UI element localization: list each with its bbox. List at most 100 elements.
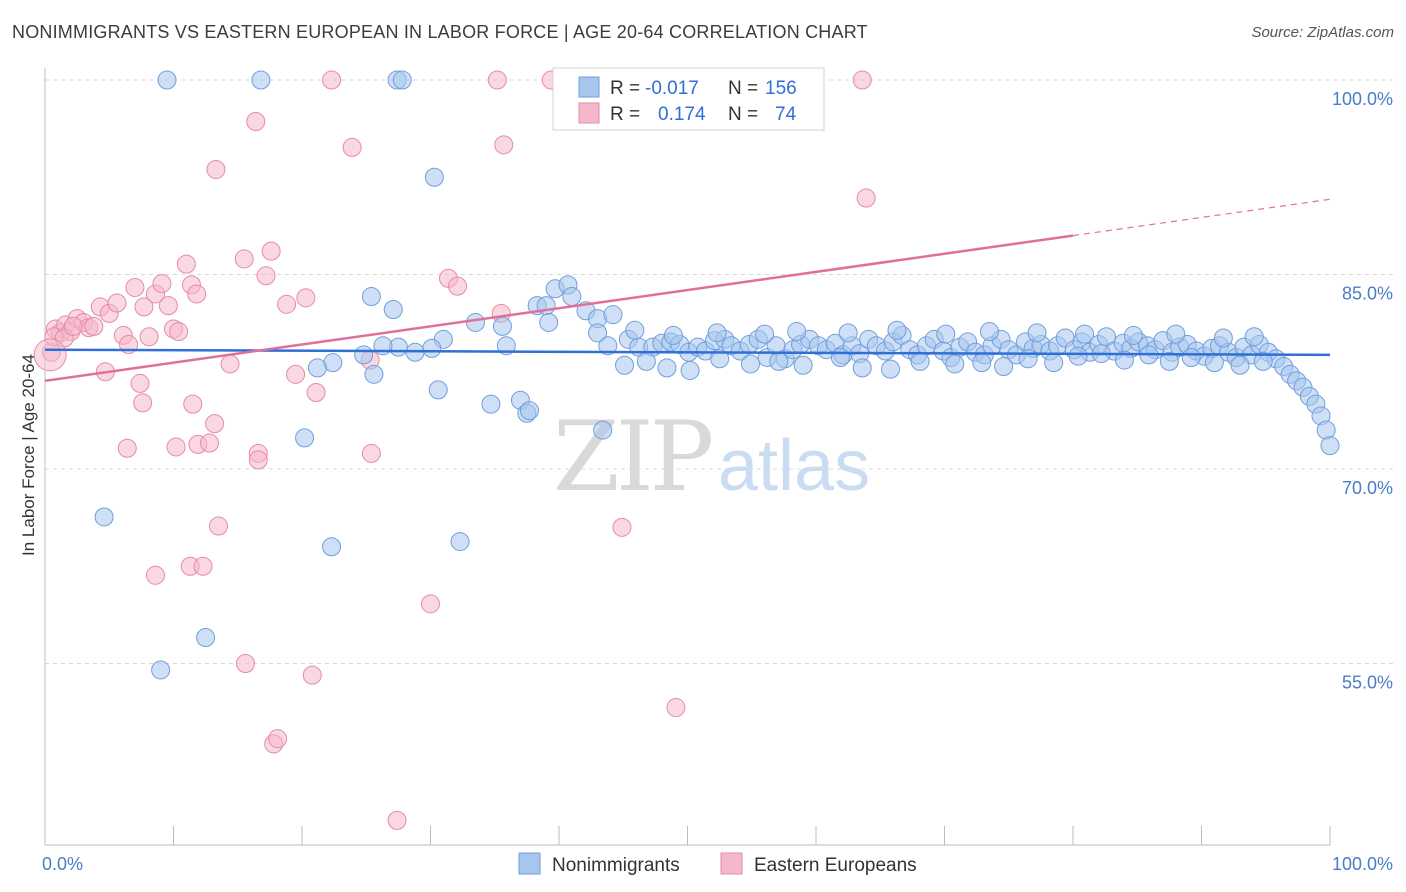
nonimmigrants-point-127 bbox=[1320, 436, 1340, 456]
x-tick-label-min: 0.0% bbox=[42, 854, 83, 874]
grid-lines bbox=[45, 79, 1395, 664]
eastern-europeans-point-43 bbox=[342, 137, 362, 157]
nonimmigrants-point-40 bbox=[598, 336, 618, 356]
legend-n-value-pink: 74 bbox=[775, 104, 797, 125]
eastern-europeans-point-45 bbox=[361, 443, 381, 463]
y-tick-label-1: 70.0% bbox=[1342, 478, 1393, 498]
eastern-europeans-point-11 bbox=[107, 293, 127, 313]
nonimmigrants-point-159 bbox=[787, 322, 807, 342]
eastern-europeans-point-54 bbox=[235, 653, 255, 673]
legend-r-value-pink: 0.174 bbox=[658, 104, 706, 125]
nonimmigrants-point-35 bbox=[322, 537, 342, 557]
eastern-europeans-point-63 bbox=[852, 70, 872, 90]
eastern-europeans-point-48 bbox=[206, 159, 226, 179]
chart-title: NONIMMIGRANTS VS EASTERN EUROPEAN IN LAB… bbox=[12, 22, 868, 42]
legend-swatch-blue bbox=[578, 76, 600, 98]
x-tick-label-max: 100.0% bbox=[1332, 854, 1393, 874]
watermark-zip: ZIP bbox=[553, 401, 712, 513]
legend-swatch-nonimmigrants bbox=[518, 852, 541, 875]
nonimmigrants-point-134 bbox=[769, 351, 789, 371]
y-axis-title: In Labor Force | Age 20-64 bbox=[19, 354, 38, 556]
nonimmigrants-point-144 bbox=[1044, 353, 1064, 373]
axes bbox=[44, 68, 1331, 846]
eastern-europeans-point-24 bbox=[187, 284, 207, 304]
nonimmigrants-point-140 bbox=[945, 354, 965, 374]
legend-r-value-blue: -0.017 bbox=[645, 78, 699, 99]
nonimmigrants-point-1 bbox=[251, 70, 271, 90]
nonimmigrants-point-128 bbox=[615, 355, 635, 375]
nonimmigrants-point-38 bbox=[196, 628, 216, 648]
nonimmigrants-point-162 bbox=[936, 324, 956, 344]
nonimmigrants-point-16 bbox=[465, 312, 485, 332]
eastern-europeans-point-14 bbox=[125, 277, 145, 297]
nonimmigrants-point-131 bbox=[680, 360, 700, 380]
series-nonimmigrants bbox=[94, 70, 1340, 680]
nonimmigrants-point-4 bbox=[424, 167, 444, 187]
nonimmigrants-point-130 bbox=[657, 358, 677, 378]
eastern-europeans-point-73 bbox=[63, 316, 83, 336]
nonimmigrants-point-126 bbox=[1316, 420, 1336, 440]
nonimmigrants-point-152 bbox=[1230, 355, 1250, 375]
legend-r-label-blue: R = bbox=[610, 78, 640, 99]
nonimmigrants-point-161 bbox=[887, 320, 907, 340]
nonimmigrants-point-158 bbox=[755, 324, 775, 344]
nonimmigrants-point-157 bbox=[707, 323, 727, 343]
nonimmigrants-point-29 bbox=[481, 394, 501, 414]
nonimmigrants-point-132 bbox=[710, 349, 730, 369]
series-eastern-europeans bbox=[33, 70, 876, 830]
eastern-europeans-point-52 bbox=[193, 556, 213, 576]
nonimmigrants-point-26 bbox=[307, 358, 327, 378]
nonimmigrants-point-169 bbox=[1244, 327, 1264, 347]
legend-stats: R = -0.017 N = 156 R = 0.174 N = 74 bbox=[552, 67, 825, 131]
eastern-europeans-point-18 bbox=[152, 274, 172, 294]
nonimmigrants-point-39 bbox=[151, 660, 171, 680]
eastern-europeans-point-26 bbox=[130, 373, 150, 393]
eastern-europeans-point-65 bbox=[494, 135, 514, 155]
nonimmigrants-point-160 bbox=[838, 323, 858, 343]
eastern-europeans-point-16 bbox=[139, 327, 159, 347]
nonimmigrants-point-17 bbox=[492, 316, 512, 336]
nonimmigrants-point-133 bbox=[740, 354, 760, 374]
nonimmigrants-point-3 bbox=[392, 70, 412, 90]
nonimmigrants-point-147 bbox=[1114, 350, 1134, 370]
eastern-europeans-point-27 bbox=[133, 393, 153, 413]
nonimmigrants-point-164 bbox=[1027, 323, 1047, 343]
eastern-europeans-point-57 bbox=[268, 729, 288, 749]
nonimmigrants-point-149 bbox=[1159, 351, 1179, 371]
eastern-europeans-point-28 bbox=[183, 394, 203, 414]
nonimmigrants-point-141 bbox=[972, 353, 992, 373]
y-tick-label-2: 85.0% bbox=[1342, 283, 1393, 303]
nonimmigrants-point-135 bbox=[793, 355, 813, 375]
x-tick-labels: 0.0% 100.0% bbox=[42, 854, 1393, 874]
legend-swatch-eastern-europeans bbox=[720, 852, 743, 875]
eastern-europeans-point-38 bbox=[277, 294, 297, 314]
eastern-europeans-point-15 bbox=[134, 297, 154, 317]
nonimmigrants-point-155 bbox=[625, 320, 645, 340]
nonimmigrants-point-27 bbox=[364, 364, 384, 384]
eastern-europeans-point-36 bbox=[256, 266, 276, 286]
nonimmigrants-point-36 bbox=[450, 532, 470, 552]
legend-label-nonimmigrants: Nonimmigrants bbox=[552, 855, 680, 876]
eastern-europeans-point-35 bbox=[234, 249, 254, 269]
nonimmigrants-point-166 bbox=[1123, 325, 1143, 345]
source-credit: Source: ZipAtlas.com bbox=[1251, 24, 1394, 41]
nonimmigrants-point-129 bbox=[636, 351, 656, 371]
nonimmigrants-point-33 bbox=[593, 420, 613, 440]
y-tick-labels: 55.0% 70.0% 85.0% 100.0% bbox=[1332, 89, 1393, 692]
trend-line-eastern-europeans bbox=[44, 234, 1074, 383]
legend-label-eastern-europeans: Eastern Europeans bbox=[754, 855, 917, 876]
trend-lines bbox=[44, 198, 1331, 383]
nonimmigrants-point-11 bbox=[562, 287, 582, 307]
eastern-europeans-point-30 bbox=[117, 438, 137, 458]
nonimmigrants-point-138 bbox=[881, 359, 901, 379]
trend-line-eastern-europeans-extrapolated bbox=[1072, 198, 1331, 237]
eastern-europeans-point-42 bbox=[322, 70, 342, 90]
eastern-europeans-point-31 bbox=[166, 437, 186, 457]
nonimmigrants-point-6 bbox=[383, 300, 403, 319]
nonimmigrants-point-20 bbox=[422, 338, 442, 358]
eastern-europeans-point-34 bbox=[220, 354, 240, 374]
nonimmigrants-point-28 bbox=[428, 380, 448, 400]
nonimmigrants-point-5 bbox=[361, 287, 381, 307]
eastern-europeans-point-70 bbox=[666, 698, 686, 718]
nonimmigrants-point-34 bbox=[295, 428, 315, 448]
